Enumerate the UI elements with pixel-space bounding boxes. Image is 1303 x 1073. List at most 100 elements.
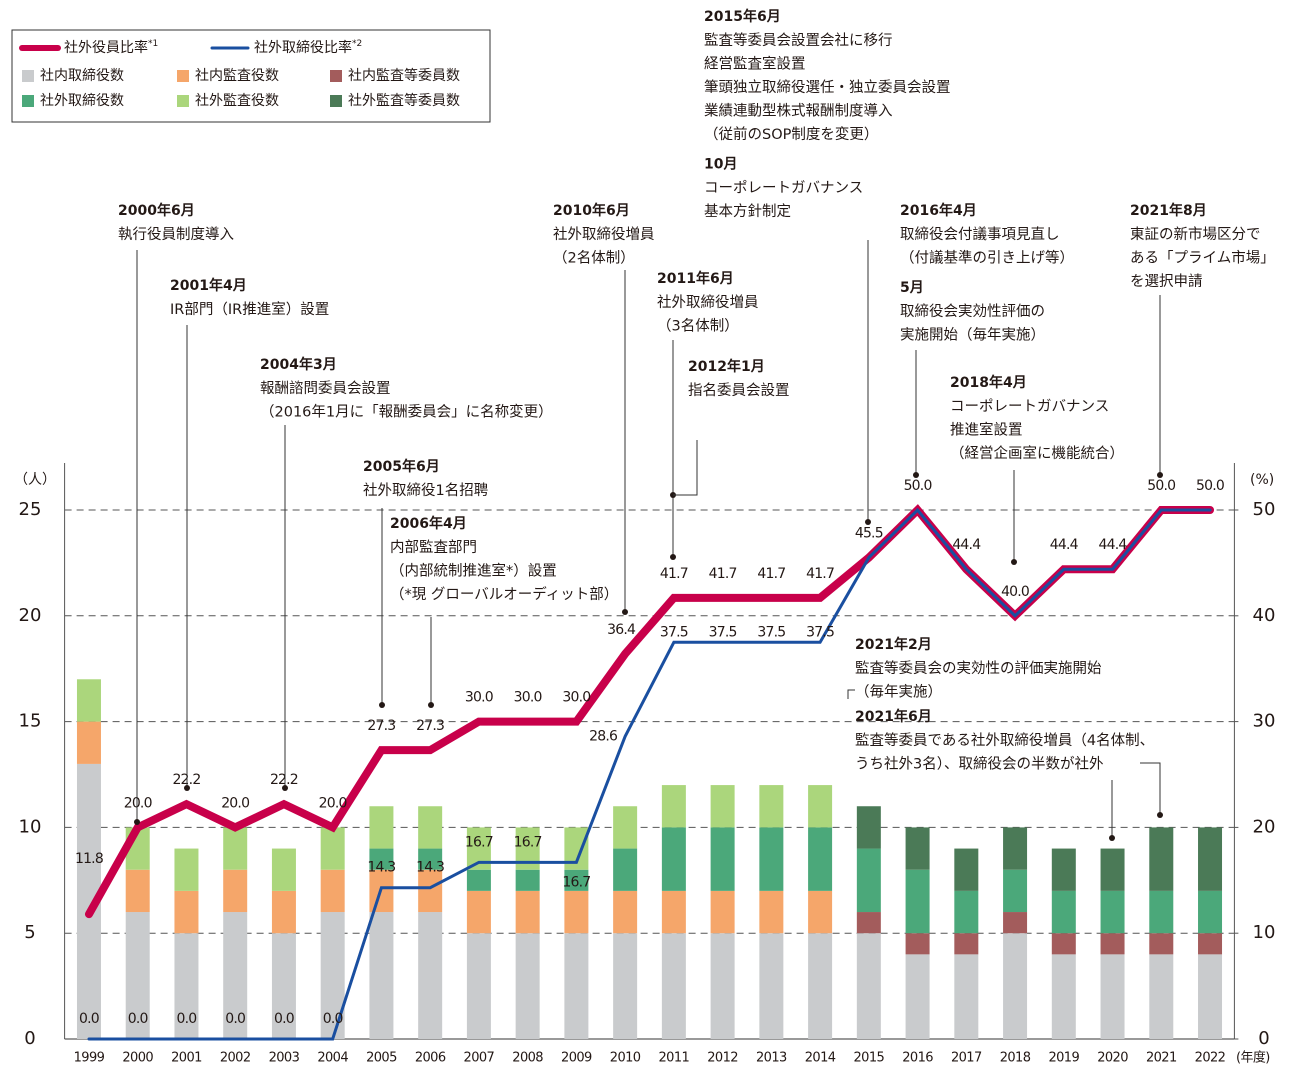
annotation-text: 取締役会実効性評価の	[900, 303, 1045, 320]
annotation-date: 2018年4月	[950, 374, 1027, 391]
annotation-text: ある「プライム市場」	[1130, 250, 1275, 267]
bar-segment	[1149, 827, 1174, 891]
bar-segment	[856, 848, 881, 913]
bar-segment	[564, 933, 589, 1039]
annotation-text: （経営企画室に機能統合）	[950, 444, 1124, 462]
bar-segment	[418, 912, 443, 1039]
x-tick-label: 2015	[853, 1051, 884, 1066]
y-axis-label: （人）	[14, 472, 56, 488]
x-tick-label: 2022	[1195, 1051, 1226, 1066]
x-tick-label: 2011	[659, 1051, 690, 1066]
legend-swatch	[330, 95, 342, 107]
x-tick-label: 2007	[464, 1051, 495, 1066]
annotation-text: （付議基準の引き上げ等）	[900, 249, 1074, 267]
line	[84, 504, 1215, 919]
bar-segment	[76, 721, 101, 764]
x-tick-label: 2012	[707, 1051, 738, 1066]
data-label: 30.0	[465, 690, 493, 706]
bar-segment	[418, 848, 443, 870]
bar-segment	[174, 848, 199, 891]
bar-segment	[954, 954, 979, 1039]
annotation-text: IR部門（IR推進室）設置	[170, 301, 329, 318]
x-tick-label: 2005	[366, 1051, 397, 1066]
legend-swatch	[22, 70, 34, 82]
y2-tick-label: 20	[1253, 816, 1276, 837]
annotation-date: 2001年4月	[170, 277, 247, 294]
x-tick-label: 2008	[512, 1051, 543, 1066]
bar-segment	[1003, 827, 1028, 870]
bar-segment	[613, 890, 638, 934]
data-label: 0.0	[177, 1011, 197, 1027]
x-tick-label: 2014	[805, 1051, 836, 1066]
bar-segment	[905, 869, 930, 934]
data-label: 20.0	[221, 795, 249, 811]
bar-segment	[76, 679, 101, 722]
y-tick-label: 15	[19, 711, 42, 732]
data-label: 44.4	[1050, 537, 1079, 553]
y2-tick-label: 40	[1253, 605, 1276, 626]
annotation-text: 東証の新市場区分で	[1130, 226, 1261, 243]
bar-segment	[466, 933, 491, 1039]
bar-segment	[1198, 827, 1223, 891]
bar-segment	[613, 933, 638, 1039]
annotation-text: 筆頭独立取締役選任・独立委員会設置	[704, 79, 951, 96]
bar-segment	[954, 933, 979, 955]
leader-dot	[1157, 812, 1163, 818]
annotation-text: （従前のSOP制度を変更）	[704, 126, 878, 143]
legend-label: 社外取締役比率*2	[254, 39, 362, 57]
bar-segment	[710, 890, 735, 934]
annotation-text: 取締役会付議事項見直し	[900, 225, 1060, 243]
x-tick-label: 2006	[415, 1051, 446, 1066]
leader-dot	[1011, 559, 1017, 565]
legend-swatch	[22, 95, 34, 107]
data-label: 41.7	[709, 566, 737, 582]
bar-segment	[710, 827, 735, 891]
data-label: 37.5	[660, 624, 688, 640]
bar-segment	[1149, 954, 1174, 1039]
annotation-text: 報酬諮問委員会設置	[260, 380, 391, 397]
legend-label: 社外監査等委員数	[348, 92, 460, 109]
data-label: 40.0	[1001, 584, 1029, 600]
annotation-text: を選択申請	[1130, 273, 1203, 290]
annotation-text: 推進室設置	[950, 422, 1023, 439]
annotation-date: 2011年6月	[657, 270, 734, 287]
y-tick-label: 5	[24, 922, 35, 943]
bar-segment	[808, 933, 833, 1039]
bar-segment	[1149, 890, 1174, 934]
annotation-text: （3名体制）	[657, 318, 739, 335]
bar-segment	[1051, 954, 1076, 1039]
bar-segment	[418, 806, 443, 849]
bar-segment	[710, 785, 735, 828]
bar-segment	[515, 933, 540, 1039]
data-label: 50.0	[1147, 478, 1175, 494]
bar-segment	[369, 806, 394, 849]
bar-segment	[1149, 933, 1174, 955]
bar-segment	[905, 827, 930, 870]
data-label: 41.7	[660, 566, 688, 582]
bar-segment	[661, 933, 686, 1039]
annotation-text: 社外取締役増員	[553, 226, 655, 243]
y2-tick-label: 30	[1253, 711, 1276, 732]
y-tick-label: 20	[19, 605, 42, 626]
bar-segment	[418, 869, 443, 913]
annotation-text: 社外取締役増員	[657, 294, 759, 311]
annotation-text: 基本方針制定	[704, 203, 791, 220]
annotation-date: 2021年2月	[855, 636, 932, 653]
annotation-text: 経営監査室設置	[704, 56, 806, 73]
bar-segment	[271, 848, 296, 891]
bar-segment	[320, 827, 345, 870]
annotation-text: うち社外3名）、取締役会の半数が社外	[855, 756, 1103, 773]
bar-segment	[174, 933, 199, 1039]
annotation-text: 監査等委員である社外取締役増員（4名体制、	[855, 731, 1154, 749]
data-label: 16.7	[562, 874, 590, 890]
legend-label: 社内監査等委員数	[348, 67, 460, 84]
leader-dot	[670, 554, 676, 560]
bar-segment	[223, 912, 248, 1039]
bar-segment	[954, 848, 979, 891]
annotation-text: （2名体制）	[553, 250, 635, 267]
annotation-date: 2021年6月	[855, 708, 932, 725]
bar-segment	[369, 848, 394, 870]
legend-label: 社内監査役数	[195, 67, 279, 84]
y2-axis-label: (%)	[1250, 472, 1274, 488]
annotation-text: コーポレートガバナンス	[950, 398, 1109, 415]
